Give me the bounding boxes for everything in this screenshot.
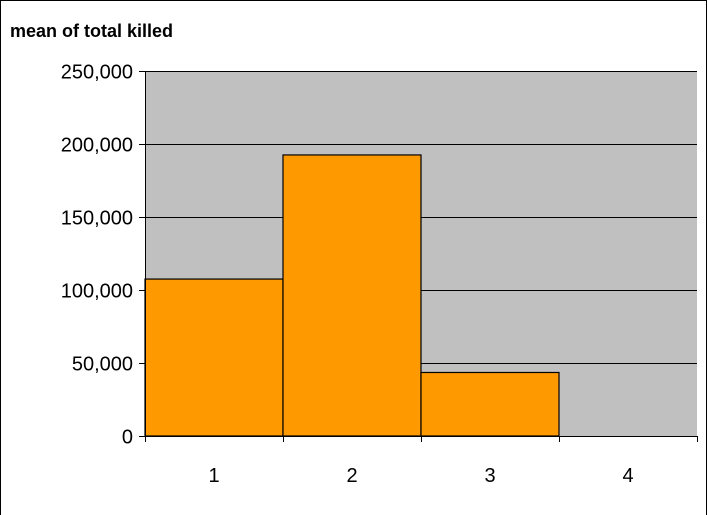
- x-tick-label: 1: [208, 465, 219, 487]
- y-tick-label: 200,000: [61, 135, 133, 157]
- x-tick-label: 2: [346, 465, 357, 487]
- x-tick-labels: 1 2 3 4: [208, 465, 633, 487]
- y-tick-label: 50,000: [72, 354, 133, 376]
- y-tick-label: 250,000: [61, 62, 133, 84]
- y-tick-label: 150,000: [61, 208, 133, 230]
- bars: [144, 154, 560, 437]
- bar-2: [282, 154, 422, 437]
- x-tick-label: 3: [484, 465, 495, 487]
- bar-1: [144, 278, 284, 437]
- y-tick-labels: 0 50,000 100,000 150,000 200,000 250,000: [61, 62, 133, 449]
- x-tick-label: 4: [622, 465, 633, 487]
- chart-title: mean of total killed: [10, 21, 173, 41]
- axes: [139, 71, 698, 442]
- y-tick-label: 100,000: [61, 281, 133, 303]
- bar-3: [420, 371, 560, 437]
- y-tick-label: 0: [122, 427, 133, 449]
